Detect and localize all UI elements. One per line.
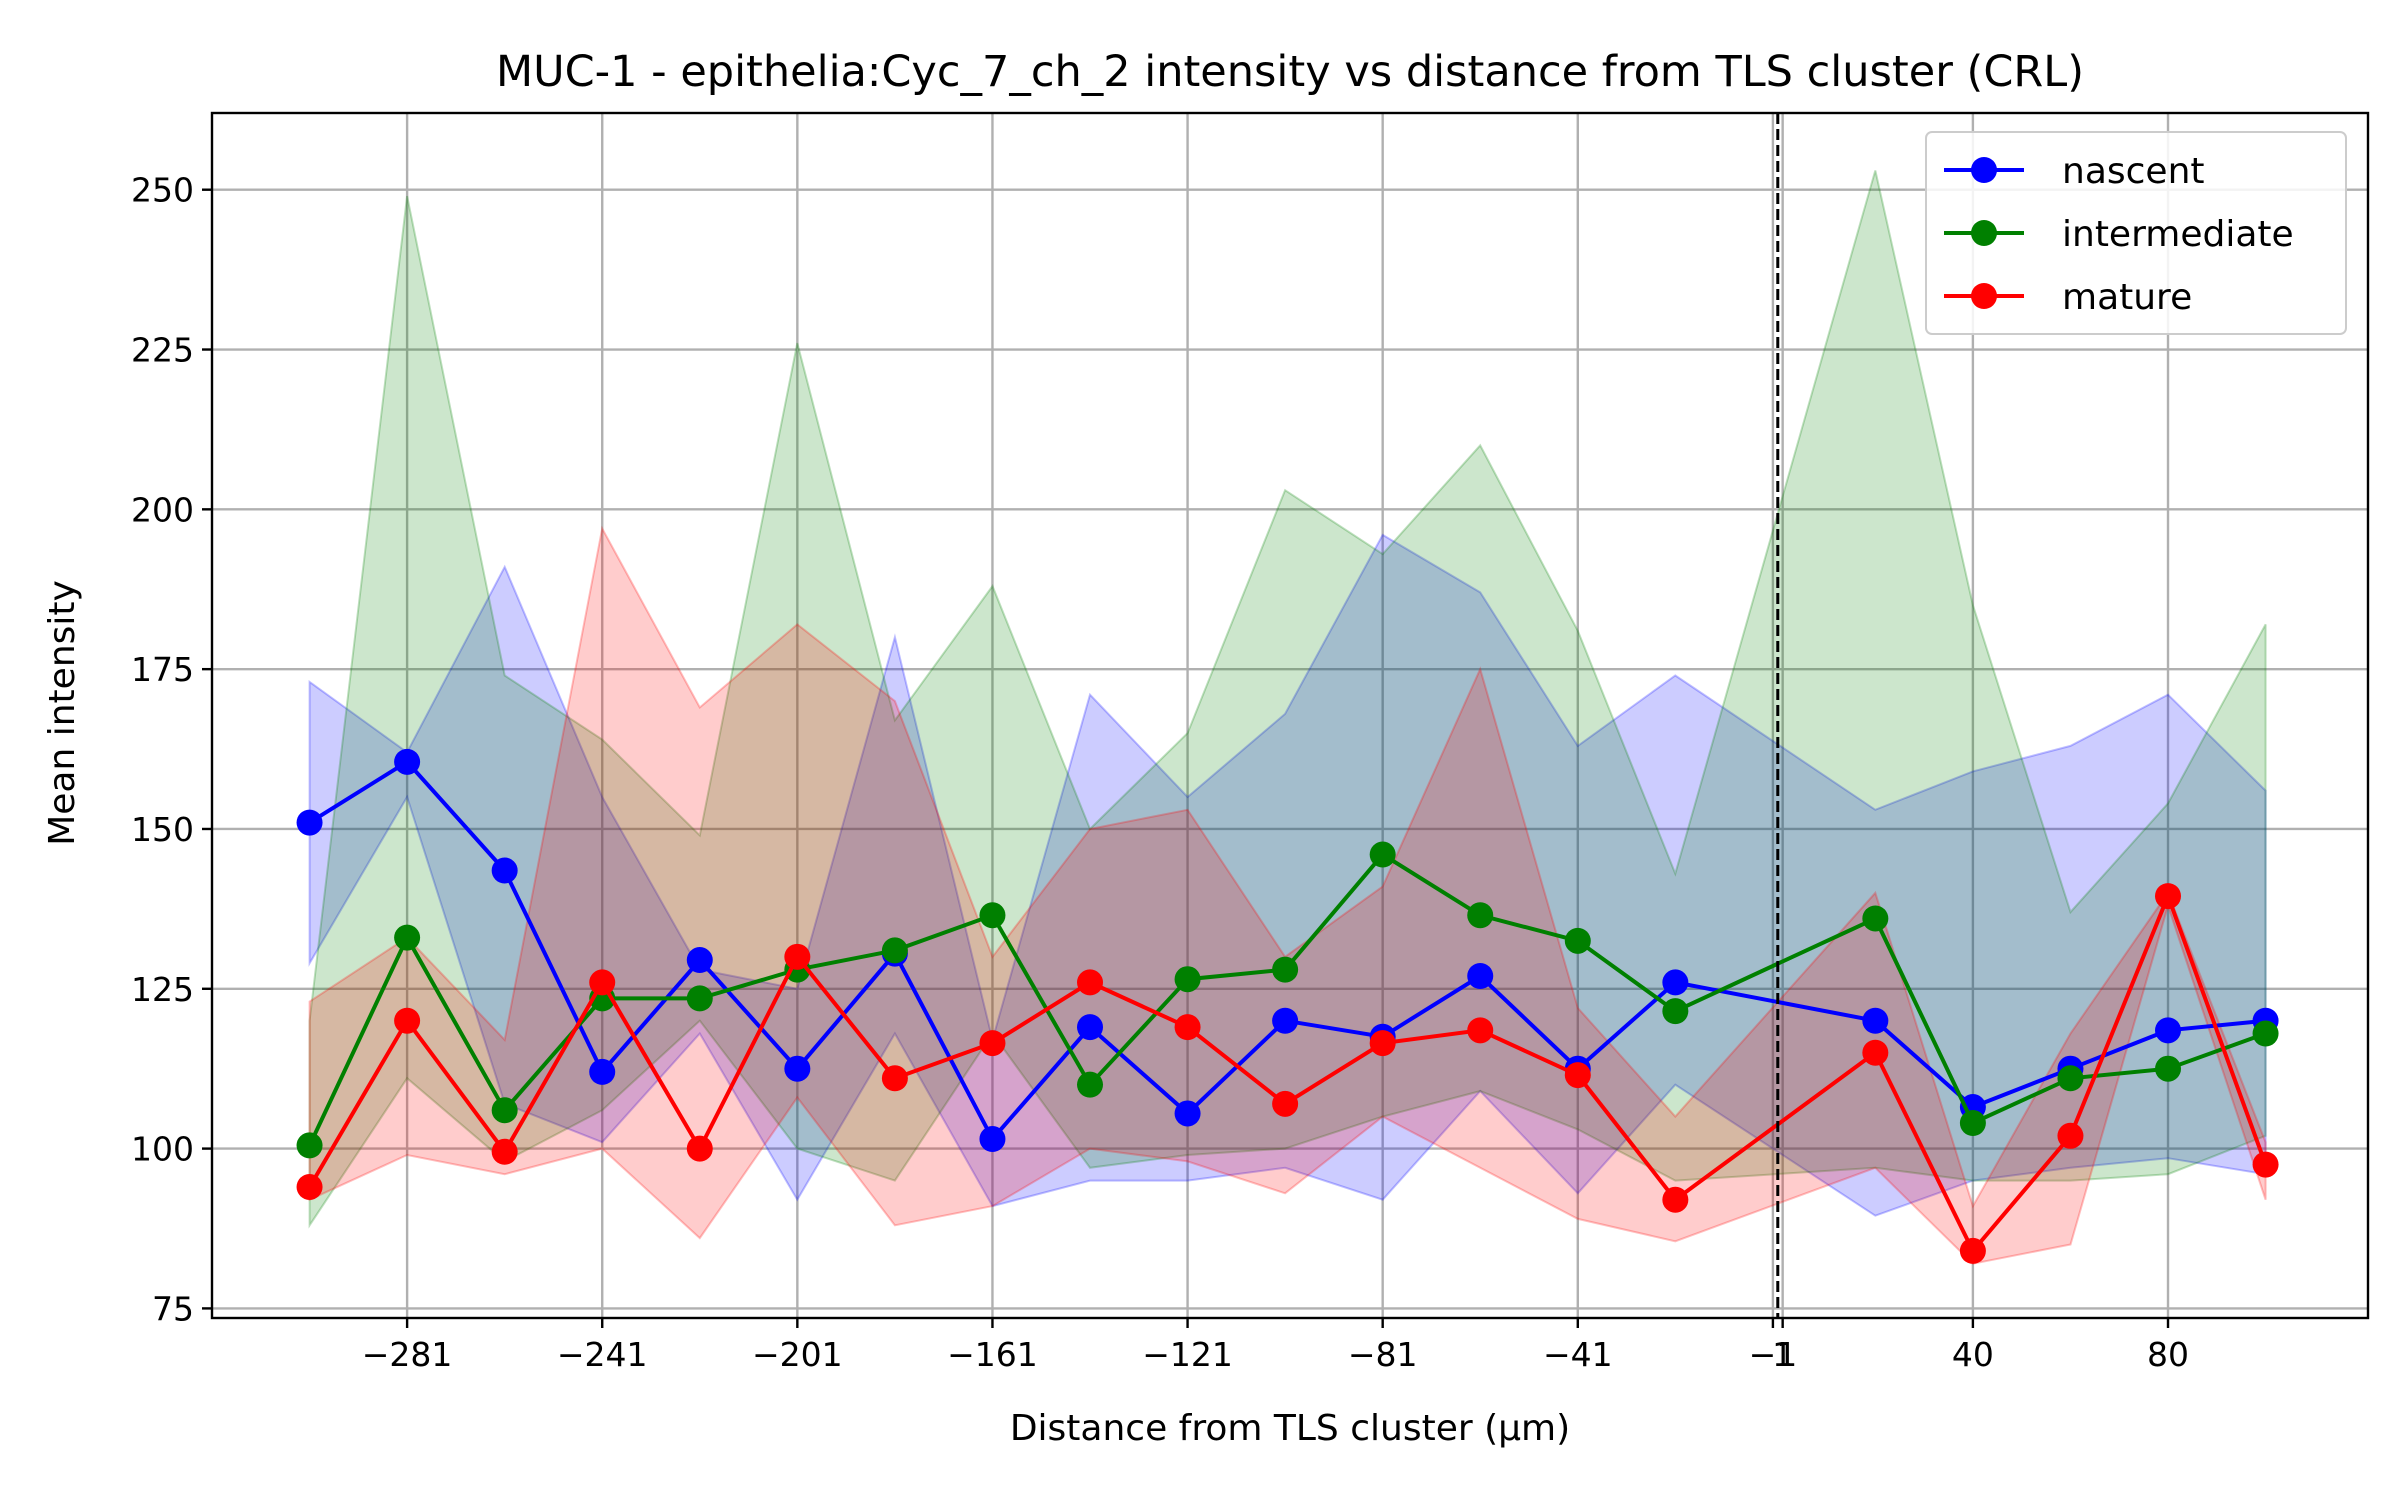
point-nascent [589, 1058, 616, 1085]
x-tick-label: −1 [1749, 1335, 1798, 1374]
y-ticks: 75 100 125 150 175 200 225 250 [131, 171, 212, 1328]
point-mature [1369, 1030, 1396, 1057]
y-tick-label: 100 [131, 1130, 194, 1169]
point-intermediate [2155, 1055, 2182, 1082]
legend-marker-intermediate [1971, 220, 1997, 246]
point-mature [784, 943, 811, 970]
point-intermediate [1174, 966, 1201, 993]
point-mature [1467, 1017, 1494, 1044]
point-mature [296, 1173, 323, 1200]
point-nascent [1662, 969, 1689, 996]
x-tick-label: −81 [1348, 1335, 1418, 1374]
point-mature [1564, 1062, 1591, 1089]
plot-frame [210, 111, 2370, 1320]
point-nascent [2155, 1017, 2182, 1044]
point-mature [1174, 1014, 1201, 1041]
point-nascent [1174, 1100, 1201, 1127]
point-intermediate [1272, 956, 1299, 983]
point-intermediate [1077, 1071, 1104, 1098]
legend-box [1925, 131, 2347, 335]
point-mature [2057, 1122, 2084, 1149]
point-mature [2252, 1151, 2279, 1178]
x-tick-label: −121 [1142, 1335, 1233, 1374]
point-mature [2155, 883, 2182, 910]
point-intermediate [394, 924, 421, 951]
point-mature [1662, 1186, 1689, 1213]
point-nascent [491, 857, 518, 884]
point-mature [1862, 1039, 1889, 1066]
point-nascent [686, 947, 713, 974]
legend-label-nascent: nascent [2062, 151, 2205, 192]
point-intermediate [979, 902, 1006, 929]
point-mature [881, 1065, 908, 1092]
y-tick-label: 175 [131, 650, 194, 689]
point-mature [1272, 1090, 1299, 1117]
x-axis-label: Distance from TLS cluster (μm) [1010, 1408, 1570, 1449]
axes [210, 111, 2370, 1320]
point-nascent [394, 748, 421, 775]
point-intermediate [1862, 905, 1889, 932]
point-intermediate [1467, 902, 1494, 929]
point-intermediate [296, 1132, 323, 1159]
legend: nascent intermediate mature [1925, 131, 2347, 335]
point-nascent [1077, 1014, 1104, 1041]
point-nascent [784, 1055, 811, 1082]
point-intermediate [1564, 927, 1591, 954]
point-nascent [979, 1126, 1006, 1153]
x-tick-label: −201 [752, 1335, 843, 1374]
y-tick-label: 225 [131, 331, 194, 370]
point-mature [1077, 969, 1104, 996]
series-lines [296, 748, 2279, 1264]
point-intermediate [1662, 998, 1689, 1025]
y-tick-label: 150 [131, 810, 194, 849]
point-nascent [1272, 1007, 1299, 1034]
point-intermediate [1369, 841, 1396, 868]
point-intermediate [491, 1097, 518, 1124]
x-tick-label: −41 [1543, 1335, 1613, 1374]
point-intermediate [1959, 1110, 1986, 1137]
point-mature [394, 1007, 421, 1034]
x-tick-label: −281 [362, 1335, 453, 1374]
point-nascent [296, 809, 323, 836]
line-intermediate [307, 851, 2267, 1147]
chart-title: MUC-1 - epithelia:Cyc_7_ch_2 intensity v… [496, 47, 2084, 97]
x-tick-label: −161 [947, 1335, 1038, 1374]
point-mature [589, 969, 616, 996]
line-mature [307, 890, 2268, 1255]
legend-marker-mature [1971, 283, 1997, 309]
x-tick-label: 80 [2147, 1335, 2189, 1374]
point-intermediate [2057, 1065, 2084, 1092]
legend-marker-nascent [1971, 157, 1997, 183]
legend-label-intermediate: intermediate [2062, 214, 2294, 255]
legend-label-mature: mature [2062, 277, 2192, 318]
y-tick-label: 250 [131, 171, 194, 210]
point-nascent [1862, 1007, 1889, 1034]
x-ticks: −281 −241 −201 −161 −121 −81 −41 −11 40 80 [362, 1318, 2189, 1374]
y-tick-label: 125 [131, 970, 194, 1009]
point-intermediate [2252, 1020, 2279, 1047]
x-tick-label: 40 [1952, 1335, 1994, 1374]
point-intermediate [686, 985, 713, 1012]
point-mature [686, 1135, 713, 1162]
point-nascent [1467, 962, 1494, 989]
point-mature [491, 1138, 518, 1165]
point-intermediate [881, 937, 908, 964]
y-axis-label: Mean intensity [42, 580, 83, 846]
x-tick-label: 1 [1772, 1335, 1793, 1374]
y-tick-label: 75 [152, 1289, 194, 1328]
point-mature [979, 1030, 1006, 1057]
x-tick-label: −241 [557, 1335, 648, 1374]
y-tick-label: 200 [131, 490, 194, 529]
point-mature [1959, 1237, 1986, 1264]
